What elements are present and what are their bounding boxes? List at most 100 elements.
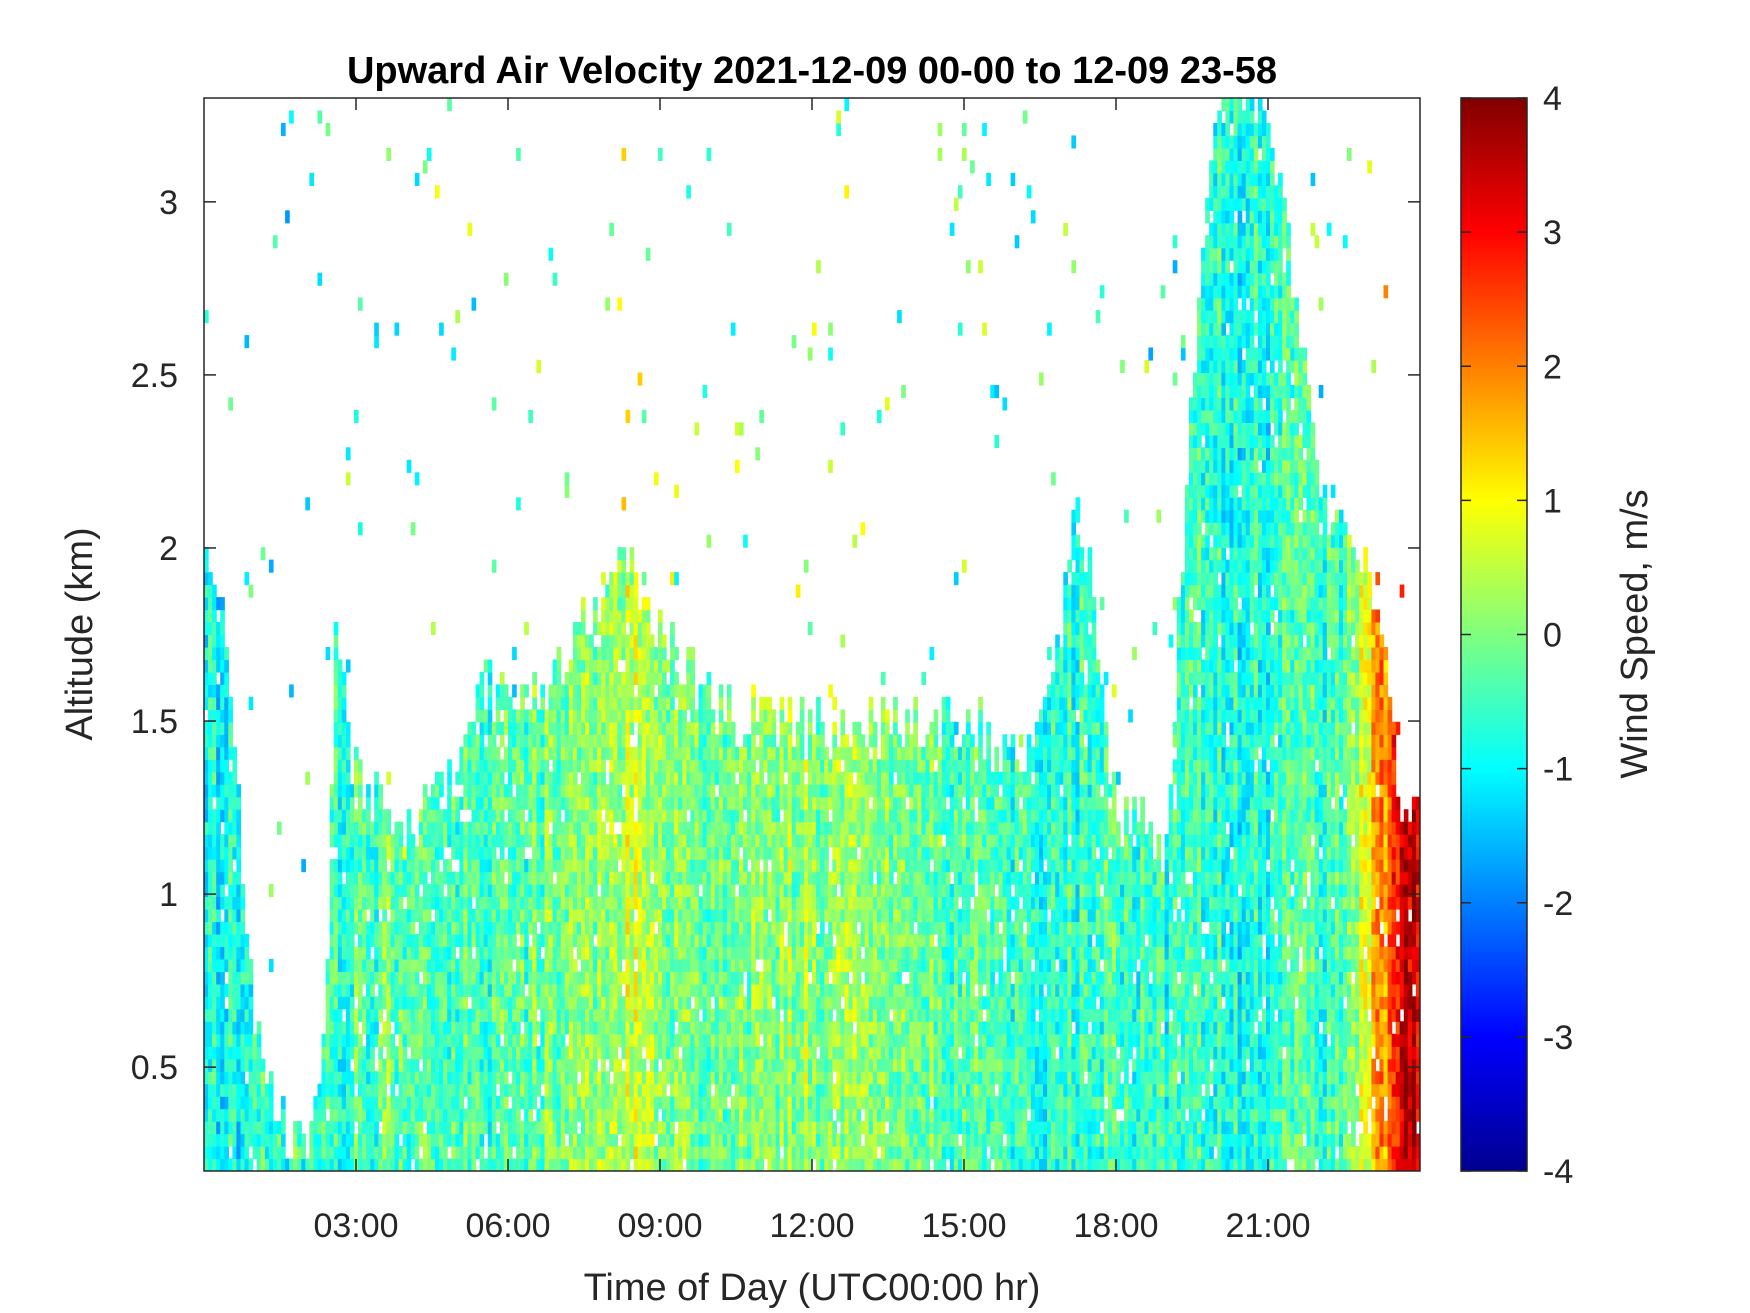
heat-cell — [816, 971, 821, 985]
heat-cell — [333, 1071, 339, 1085]
heat-cell — [285, 210, 290, 224]
heat-cell — [698, 1083, 704, 1097]
heat-cell — [702, 1133, 708, 1147]
heat-cell — [491, 1108, 497, 1122]
heat-cell — [775, 896, 781, 910]
heat-cell — [220, 684, 225, 698]
heat-cell — [236, 971, 242, 985]
heat-cell — [410, 1096, 416, 1110]
heat-cell — [204, 834, 209, 848]
heat-cell — [240, 971, 246, 985]
heat-cell — [629, 971, 635, 985]
heat-cell — [617, 933, 623, 947]
heat-cell — [791, 834, 797, 848]
heat-cell — [443, 971, 448, 985]
heat-cell — [224, 946, 229, 960]
heat-cell — [354, 1071, 359, 1085]
heat-cell — [435, 1046, 440, 1060]
heat-cell — [503, 721, 509, 735]
heat-cell — [337, 1083, 343, 1097]
heat-cell — [747, 933, 752, 947]
heat-cell — [585, 784, 590, 798]
heat-cell — [422, 1108, 428, 1122]
heat-cell — [532, 671, 537, 685]
heat-cell — [751, 896, 756, 910]
heat-cell — [499, 958, 505, 972]
heat-cell — [597, 784, 602, 798]
heat-cell — [390, 921, 396, 935]
heat-cell — [341, 1133, 347, 1147]
heat-cell — [212, 1146, 217, 1160]
heat-cell — [674, 1096, 679, 1110]
heat-cell — [666, 996, 671, 1010]
heat-cell — [597, 921, 602, 935]
heat-cell — [698, 1158, 704, 1171]
heat-cell — [532, 734, 537, 748]
heat-cell — [755, 884, 760, 898]
heat-cell — [617, 572, 623, 586]
heat-cell — [739, 896, 744, 910]
heat-cell — [621, 921, 627, 935]
heat-cell — [471, 1121, 477, 1135]
heat-cell — [516, 846, 521, 860]
heat-cell — [735, 1033, 740, 1047]
heat-cell — [690, 896, 696, 910]
heat-cell — [787, 1058, 793, 1072]
heat-cell — [532, 759, 537, 773]
heat-cell — [666, 1096, 671, 1110]
heat-cell — [204, 1071, 209, 1085]
heat-cell — [621, 1021, 627, 1035]
heat-cell — [645, 1021, 651, 1035]
heat-cell — [629, 1121, 635, 1135]
heat-cell — [605, 871, 610, 885]
heat-cell — [248, 958, 254, 972]
heat-cell — [613, 1033, 619, 1047]
heat-cell — [706, 871, 712, 885]
heat-cell — [382, 1133, 387, 1147]
heat-cell — [220, 1158, 225, 1171]
heat-cell — [520, 684, 525, 698]
heat-cell — [248, 971, 254, 985]
heat-cell — [536, 784, 542, 798]
heat-cell — [678, 684, 683, 698]
heat-cell — [366, 884, 371, 898]
heat-cell — [613, 1146, 619, 1160]
heat-cell — [556, 1133, 562, 1147]
heat-cell — [475, 1133, 481, 1147]
heat-cell — [374, 1133, 379, 1147]
heat-cell — [670, 572, 675, 586]
heat-cell — [228, 871, 233, 885]
heat-cell — [447, 1071, 452, 1085]
heat-cell — [236, 921, 242, 935]
heat-cell — [394, 859, 400, 873]
heat-cell — [807, 1083, 813, 1097]
heat-cell — [528, 734, 533, 748]
heat-cell — [349, 821, 355, 835]
heat-cell — [337, 859, 343, 873]
heat-cell — [779, 846, 785, 860]
heat-cell — [447, 1133, 452, 1147]
heat-cell — [763, 709, 769, 723]
heat-cell — [378, 1158, 383, 1171]
heat-cell — [248, 1058, 254, 1072]
heat-cell — [329, 996, 335, 1010]
heat-cell — [572, 671, 578, 685]
heat-cell — [775, 746, 781, 760]
heat-cell — [617, 597, 623, 611]
heat-cell — [739, 796, 744, 810]
heat-cell — [739, 771, 744, 785]
heat-cell — [714, 734, 720, 748]
heat-cell — [613, 597, 619, 611]
heat-cell — [807, 1058, 813, 1072]
heat-cell — [552, 1021, 558, 1035]
heat-cell — [208, 946, 213, 960]
heat-cell — [467, 222, 473, 236]
heat-cell — [560, 996, 566, 1010]
heat-cell — [658, 1083, 663, 1097]
heat-cell — [244, 1021, 250, 1035]
heat-cell — [674, 971, 679, 985]
heat-cell — [398, 958, 404, 972]
heat-cell — [512, 1058, 517, 1072]
heat-cell — [479, 734, 485, 748]
heat-cell — [678, 734, 683, 748]
